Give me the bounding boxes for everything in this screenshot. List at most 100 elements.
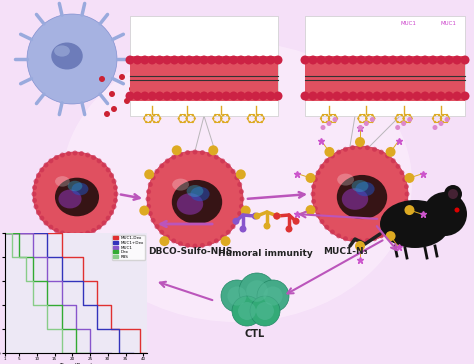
Circle shape [85,153,90,158]
Circle shape [404,205,414,215]
Circle shape [171,238,176,244]
Circle shape [54,155,59,160]
Circle shape [139,206,149,215]
Circle shape [263,117,265,120]
Circle shape [155,55,164,64]
Circle shape [365,145,370,150]
Text: CTL: CTL [245,329,265,339]
Text: Antitumor effect: Antitumor effect [27,327,118,337]
Circle shape [404,121,407,123]
Circle shape [261,114,263,116]
Circle shape [252,213,259,219]
Circle shape [185,117,188,120]
Circle shape [461,91,470,100]
Circle shape [330,230,335,234]
Circle shape [232,218,239,225]
Circle shape [214,155,219,160]
Circle shape [157,114,159,116]
Circle shape [396,121,399,123]
Circle shape [241,206,251,215]
Circle shape [407,117,412,122]
Ellipse shape [342,188,368,210]
Circle shape [97,225,101,230]
Ellipse shape [191,187,210,201]
Circle shape [312,146,408,242]
Circle shape [332,117,337,122]
Circle shape [212,117,214,120]
Circle shape [401,121,406,126]
Circle shape [220,117,222,120]
Circle shape [214,238,219,244]
Circle shape [444,185,462,203]
Circle shape [453,91,462,100]
Circle shape [228,286,246,306]
Circle shape [244,91,253,100]
Circle shape [234,218,239,223]
Circle shape [389,55,398,64]
Circle shape [222,55,231,64]
Circle shape [192,150,198,154]
Circle shape [101,221,107,225]
Circle shape [461,55,470,64]
Circle shape [373,55,382,64]
Circle shape [207,91,216,100]
Circle shape [326,114,328,116]
Circle shape [313,206,318,211]
Circle shape [124,98,130,104]
Circle shape [409,114,411,116]
Circle shape [192,91,201,100]
Circle shape [185,117,188,120]
Circle shape [372,236,377,241]
Circle shape [207,55,216,64]
Circle shape [60,153,65,158]
Circle shape [143,117,146,120]
Circle shape [391,158,396,163]
Circle shape [153,121,155,123]
Circle shape [188,121,190,123]
Circle shape [357,145,363,150]
Circle shape [79,232,84,237]
Circle shape [48,158,54,163]
Circle shape [438,121,444,126]
Circle shape [385,147,396,157]
Circle shape [402,206,407,211]
Bar [305,55,465,100]
Circle shape [404,191,410,197]
Bar [305,16,465,116]
Circle shape [440,117,442,120]
Circle shape [253,114,255,116]
Circle shape [178,117,180,120]
Circle shape [200,243,205,248]
Circle shape [336,150,341,155]
Circle shape [237,182,242,187]
Circle shape [140,55,149,64]
Ellipse shape [72,183,88,195]
Circle shape [420,91,429,100]
Text: MUC1: MUC1 [401,21,417,26]
Circle shape [163,91,172,100]
Circle shape [343,236,348,241]
Circle shape [428,55,438,64]
Circle shape [149,114,151,116]
Circle shape [370,117,375,122]
Circle shape [155,91,164,100]
Circle shape [239,226,246,233]
Circle shape [230,224,236,229]
Circle shape [111,106,117,112]
Circle shape [404,91,413,100]
Circle shape [191,121,194,123]
Circle shape [266,55,275,64]
Circle shape [319,219,325,224]
Circle shape [237,91,246,100]
Circle shape [261,121,263,123]
Circle shape [237,211,242,216]
Circle shape [200,55,209,64]
Circle shape [355,241,365,251]
Circle shape [365,91,374,100]
Circle shape [442,114,444,116]
Circle shape [255,117,257,120]
Circle shape [330,121,332,123]
Circle shape [340,55,349,64]
Circle shape [389,91,398,100]
Circle shape [126,55,135,64]
